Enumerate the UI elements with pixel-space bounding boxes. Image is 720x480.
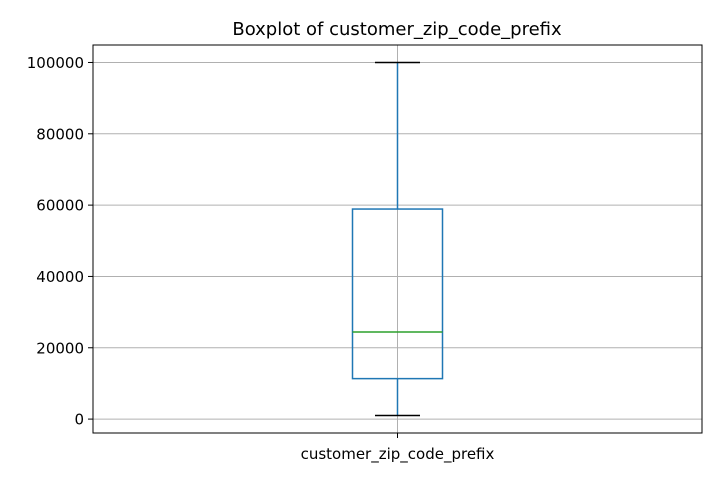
x-tick-label: customer_zip_code_prefix: [301, 445, 495, 464]
x-axis-ticks: customer_zip_code_prefix: [301, 433, 495, 464]
y-axis-ticks: 0 20000 40000 60000 80000 100000: [27, 54, 93, 429]
y-tick-label: 20000: [36, 339, 84, 357]
box-plot-series: [351, 61, 444, 417]
chart-title: Boxplot of customer_zip_code_prefix: [232, 19, 562, 40]
y-tick-label: 60000: [36, 197, 84, 215]
y-tick-label: 0: [74, 411, 84, 429]
y-tick-label: 100000: [27, 54, 84, 72]
y-tick-label: 40000: [36, 268, 84, 286]
y-tick-label: 80000: [36, 125, 84, 143]
iqr-box: [351, 208, 444, 380]
